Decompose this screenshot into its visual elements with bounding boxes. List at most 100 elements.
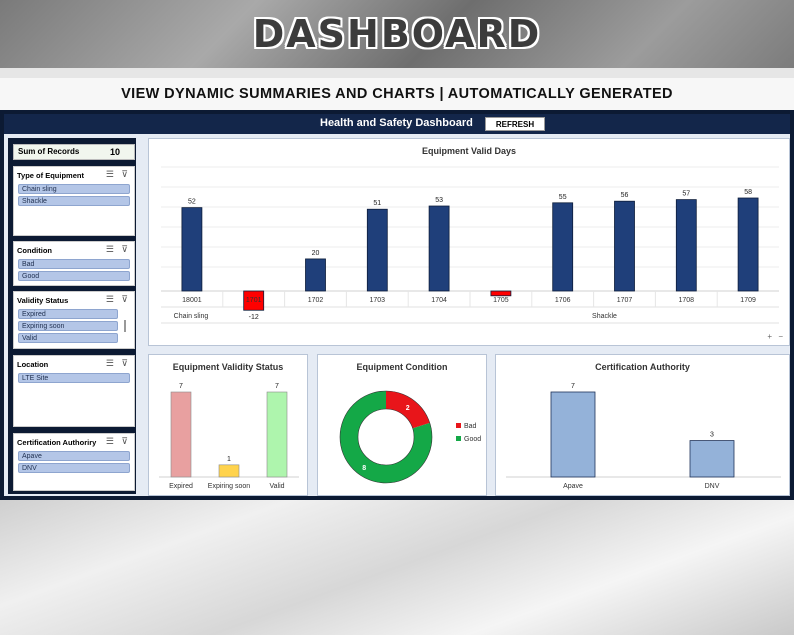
data-label: 57	[682, 191, 690, 198]
slicer-title: Type of Equipment	[17, 171, 84, 180]
slicer-item-expired[interactable]: Expired	[18, 309, 118, 319]
bar	[243, 290, 265, 311]
slicer-scrollbar[interactable]	[124, 320, 126, 332]
data-label: 52	[188, 199, 196, 206]
decorative-background	[0, 500, 794, 635]
bar	[218, 464, 240, 478]
banner-background	[0, 0, 794, 68]
clear-filter-icon[interactable]: ⊽	[121, 436, 128, 446]
chart-title: Equipment Condition	[356, 362, 448, 372]
condition-donut-chart: 2 8 Bad Good	[339, 390, 481, 484]
clear-filter-icon[interactable]: ⊽	[121, 169, 128, 179]
slicer-type-of-equipment: Type of Equipment ☰ ⊽ Chain sling Shackl…	[13, 166, 135, 236]
slicer-item-shackle[interactable]: Shackle	[18, 196, 130, 206]
bar	[490, 290, 512, 297]
tick-label: 1707	[617, 297, 633, 304]
multi-select-icon[interactable]: ☰	[105, 244, 114, 254]
chart-title: Certification Authority	[595, 362, 690, 372]
slicer-item-dnv[interactable]: DNV	[18, 463, 130, 473]
donut-outline	[357, 408, 415, 466]
bar	[614, 200, 635, 292]
zoom-controls[interactable]: + −	[767, 332, 785, 341]
bar	[266, 391, 288, 478]
data-label: 58	[744, 189, 752, 196]
multi-select-icon[interactable]: ☰	[105, 294, 114, 304]
chart-title: Equipment Validity Status	[172, 362, 284, 372]
slicer-validity-status: Validity Status ☰ ⊽ Expired Expiring soo…	[13, 291, 135, 349]
slicer-item-good[interactable]: Good	[18, 271, 130, 281]
data-label: -12	[249, 314, 259, 321]
slicer-location: Location ☰ ⊽ LTE Site	[13, 355, 135, 427]
tick-label: 1705	[493, 297, 509, 304]
data-label: 3	[710, 432, 714, 439]
bar	[552, 202, 574, 292]
slicer-condition: Condition ☰ ⊽ Bad Good	[13, 241, 135, 286]
legend-swatch	[456, 436, 461, 441]
data-label: 8	[362, 465, 366, 472]
slicer-title: Location	[17, 360, 49, 369]
dashboard-title: Health and Safety Dashboard	[320, 117, 473, 129]
tick-label: 1702	[308, 297, 324, 304]
tick-label: 1706	[555, 297, 571, 304]
multi-select-icon[interactable]: ☰	[105, 358, 114, 368]
data-label: 55	[559, 194, 567, 201]
donut-slice	[340, 391, 432, 483]
tick-label: 1709	[740, 297, 756, 304]
tick-label: Expiring soon	[208, 483, 251, 490]
data-label: 1	[227, 456, 231, 463]
valid-days-chart-panel: Equipment Valid Days 52 18001 -12 1701 20 170…	[148, 138, 790, 346]
data-label: 20	[312, 250, 320, 257]
multi-select-icon[interactable]: ☰	[105, 169, 114, 179]
slicer-certification-authority: Certification Authoriry ☰ ⊽ Apave DNV	[13, 433, 135, 491]
tick-label: 18001	[182, 297, 202, 304]
bar	[737, 197, 759, 292]
banner-divider	[0, 68, 794, 78]
slicer-item-lte-site[interactable]: LTE Site	[18, 373, 130, 383]
slicer-title: Condition	[17, 246, 52, 255]
dashboard-canvas: Sum of Records 10 Type of Equipment ☰ ⊽ …	[4, 134, 790, 496]
legend-swatch	[456, 423, 461, 428]
dashboard-header: Health and Safety Dashboard REFRESH	[4, 114, 790, 134]
validity-status-chart: 7 Expired 1 Expiring soon 7 Valid	[159, 383, 299, 490]
clear-filter-icon[interactable]: ⊽	[121, 358, 128, 368]
clear-filter-icon[interactable]: ⊽	[121, 294, 128, 304]
certification-authority-chart-panel: Certification Authority 7 Apave 3 DNV	[495, 354, 790, 496]
bar	[366, 208, 388, 292]
tick-label: Valid	[269, 483, 284, 490]
tick-label: 1708	[679, 297, 695, 304]
chart-title: Equipment Valid Days	[421, 146, 517, 156]
refresh-button[interactable]: REFRESH	[485, 117, 545, 131]
bar	[170, 391, 192, 478]
slicer-item-chain-sling[interactable]: Chain sling	[18, 184, 130, 194]
condition-chart-panel: Equipment Condition 2 8 Bad Good	[317, 354, 487, 496]
data-label: 7	[179, 383, 183, 390]
certification-authority-chart: 7 Apave 3 DNV	[506, 383, 781, 490]
slicer-item-bad[interactable]: Bad	[18, 259, 130, 269]
valid-days-chart: 52 18001 -12 1701 20 1702 51 1703 53 1704 1705 55 17…	[161, 166, 779, 324]
clear-filter-icon[interactable]: ⊽	[121, 244, 128, 254]
tick-label: 1704	[431, 297, 447, 304]
tick-label: DNV	[705, 483, 720, 490]
data-label: 53	[435, 197, 443, 204]
data-label: 51	[373, 200, 381, 207]
group-label: Chain sling	[174, 313, 209, 320]
slicer-item-expiring-soon[interactable]: Expiring soon	[18, 321, 118, 331]
dashboard-window: Health and Safety Dashboard REFRESH Sum …	[0, 110, 794, 500]
bar	[305, 258, 326, 292]
data-label: 2	[406, 405, 410, 412]
validity-status-chart-panel: Equipment Validity Status 7 Expired 1 Expir…	[148, 354, 308, 496]
tick-label: 1701	[246, 297, 262, 304]
slicer-item-valid[interactable]: Valid	[18, 333, 118, 343]
slicer-title: Validity Status	[17, 296, 69, 305]
bar	[428, 205, 450, 292]
sum-of-records-value: 10	[109, 147, 120, 157]
legend-label: Bad	[464, 423, 477, 430]
bar	[181, 207, 203, 292]
data-label: 7	[275, 383, 279, 390]
multi-select-icon[interactable]: ☰	[105, 436, 114, 446]
sum-of-records-card: Sum of Records 10	[13, 144, 135, 160]
donut-outline	[339, 390, 433, 484]
tick-label: Apave	[563, 483, 583, 490]
tick-label: Expired	[169, 483, 193, 490]
slicer-item-apave[interactable]: Apave	[18, 451, 130, 461]
